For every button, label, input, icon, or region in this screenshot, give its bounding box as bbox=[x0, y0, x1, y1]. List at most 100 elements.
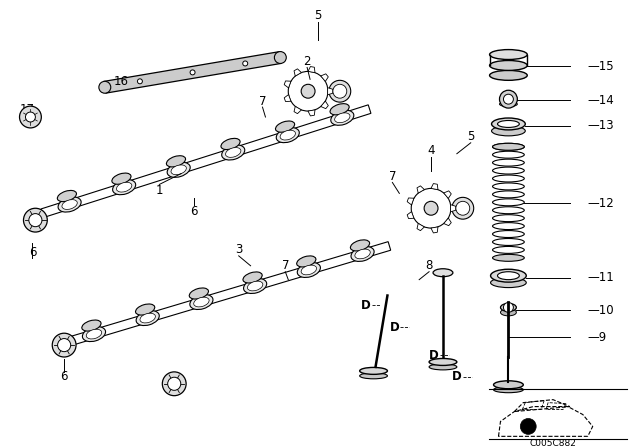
Text: —11: —11 bbox=[588, 271, 614, 284]
Circle shape bbox=[520, 418, 536, 435]
Ellipse shape bbox=[355, 249, 371, 259]
Circle shape bbox=[499, 90, 517, 108]
Text: D: D bbox=[429, 349, 439, 362]
Ellipse shape bbox=[83, 327, 106, 341]
Ellipse shape bbox=[112, 173, 131, 184]
Ellipse shape bbox=[113, 180, 136, 195]
Polygon shape bbox=[431, 227, 438, 233]
Ellipse shape bbox=[493, 143, 524, 150]
Text: 16: 16 bbox=[114, 75, 129, 88]
Ellipse shape bbox=[491, 278, 526, 288]
Ellipse shape bbox=[429, 358, 457, 366]
Circle shape bbox=[190, 70, 195, 75]
Polygon shape bbox=[308, 110, 315, 116]
Text: 4: 4 bbox=[428, 144, 435, 157]
Circle shape bbox=[288, 71, 328, 111]
Ellipse shape bbox=[351, 246, 374, 262]
Circle shape bbox=[412, 189, 451, 228]
Text: —14: —14 bbox=[588, 94, 614, 107]
Ellipse shape bbox=[194, 297, 209, 307]
Polygon shape bbox=[284, 81, 291, 88]
Polygon shape bbox=[444, 218, 451, 226]
Circle shape bbox=[163, 372, 186, 396]
Ellipse shape bbox=[297, 263, 321, 277]
Ellipse shape bbox=[62, 200, 77, 209]
Circle shape bbox=[20, 106, 42, 128]
Circle shape bbox=[58, 339, 70, 352]
Ellipse shape bbox=[58, 190, 76, 202]
Circle shape bbox=[29, 214, 42, 227]
Text: 5: 5 bbox=[467, 130, 474, 143]
Polygon shape bbox=[104, 52, 282, 93]
Ellipse shape bbox=[136, 310, 159, 326]
Ellipse shape bbox=[350, 240, 370, 251]
Ellipse shape bbox=[492, 118, 525, 130]
Ellipse shape bbox=[275, 121, 294, 132]
Text: D: D bbox=[361, 299, 371, 312]
Polygon shape bbox=[417, 186, 424, 193]
Ellipse shape bbox=[492, 126, 525, 136]
Text: 6: 6 bbox=[60, 370, 68, 383]
Ellipse shape bbox=[221, 138, 240, 150]
Ellipse shape bbox=[276, 128, 300, 142]
Polygon shape bbox=[451, 205, 456, 212]
Text: D: D bbox=[452, 370, 461, 383]
Ellipse shape bbox=[499, 102, 517, 107]
Ellipse shape bbox=[190, 295, 213, 310]
Ellipse shape bbox=[189, 288, 209, 299]
Text: 3: 3 bbox=[235, 243, 243, 256]
Polygon shape bbox=[417, 224, 424, 231]
Ellipse shape bbox=[500, 309, 516, 316]
Ellipse shape bbox=[490, 70, 527, 80]
Text: 5: 5 bbox=[314, 9, 322, 22]
Text: 1: 1 bbox=[156, 184, 163, 197]
Ellipse shape bbox=[491, 269, 526, 282]
Circle shape bbox=[452, 197, 474, 219]
Ellipse shape bbox=[140, 313, 156, 323]
Polygon shape bbox=[294, 106, 301, 114]
Ellipse shape bbox=[331, 110, 354, 125]
Ellipse shape bbox=[301, 265, 317, 275]
Ellipse shape bbox=[490, 60, 527, 70]
Ellipse shape bbox=[280, 130, 296, 140]
Ellipse shape bbox=[244, 279, 267, 293]
Polygon shape bbox=[444, 191, 451, 198]
Polygon shape bbox=[308, 67, 315, 73]
Text: 8: 8 bbox=[426, 259, 433, 272]
Text: 7: 7 bbox=[282, 259, 289, 272]
Ellipse shape bbox=[136, 304, 155, 315]
Circle shape bbox=[301, 84, 315, 98]
Ellipse shape bbox=[171, 165, 186, 175]
Polygon shape bbox=[328, 88, 333, 95]
Ellipse shape bbox=[360, 367, 387, 375]
Text: 17: 17 bbox=[20, 103, 35, 116]
Ellipse shape bbox=[433, 269, 453, 277]
Polygon shape bbox=[284, 95, 291, 102]
Text: —12: —12 bbox=[588, 197, 614, 210]
Ellipse shape bbox=[500, 303, 516, 311]
Ellipse shape bbox=[493, 381, 524, 389]
Ellipse shape bbox=[429, 364, 457, 370]
Circle shape bbox=[168, 377, 180, 390]
Circle shape bbox=[275, 52, 286, 64]
Ellipse shape bbox=[167, 162, 190, 177]
Polygon shape bbox=[407, 198, 414, 205]
Ellipse shape bbox=[243, 272, 262, 283]
Ellipse shape bbox=[497, 272, 519, 280]
Ellipse shape bbox=[360, 373, 387, 379]
Ellipse shape bbox=[221, 145, 244, 160]
Ellipse shape bbox=[493, 387, 524, 393]
Circle shape bbox=[243, 61, 248, 66]
Ellipse shape bbox=[330, 103, 349, 115]
Text: C005C882: C005C882 bbox=[530, 439, 577, 448]
Text: D: D bbox=[390, 321, 399, 334]
Polygon shape bbox=[407, 211, 414, 219]
Ellipse shape bbox=[335, 113, 350, 123]
Text: 6: 6 bbox=[29, 246, 36, 259]
Polygon shape bbox=[321, 101, 328, 108]
Polygon shape bbox=[294, 69, 301, 76]
Text: 6: 6 bbox=[190, 205, 198, 218]
Polygon shape bbox=[41, 105, 371, 217]
Text: 7: 7 bbox=[388, 170, 396, 183]
Polygon shape bbox=[321, 74, 328, 82]
